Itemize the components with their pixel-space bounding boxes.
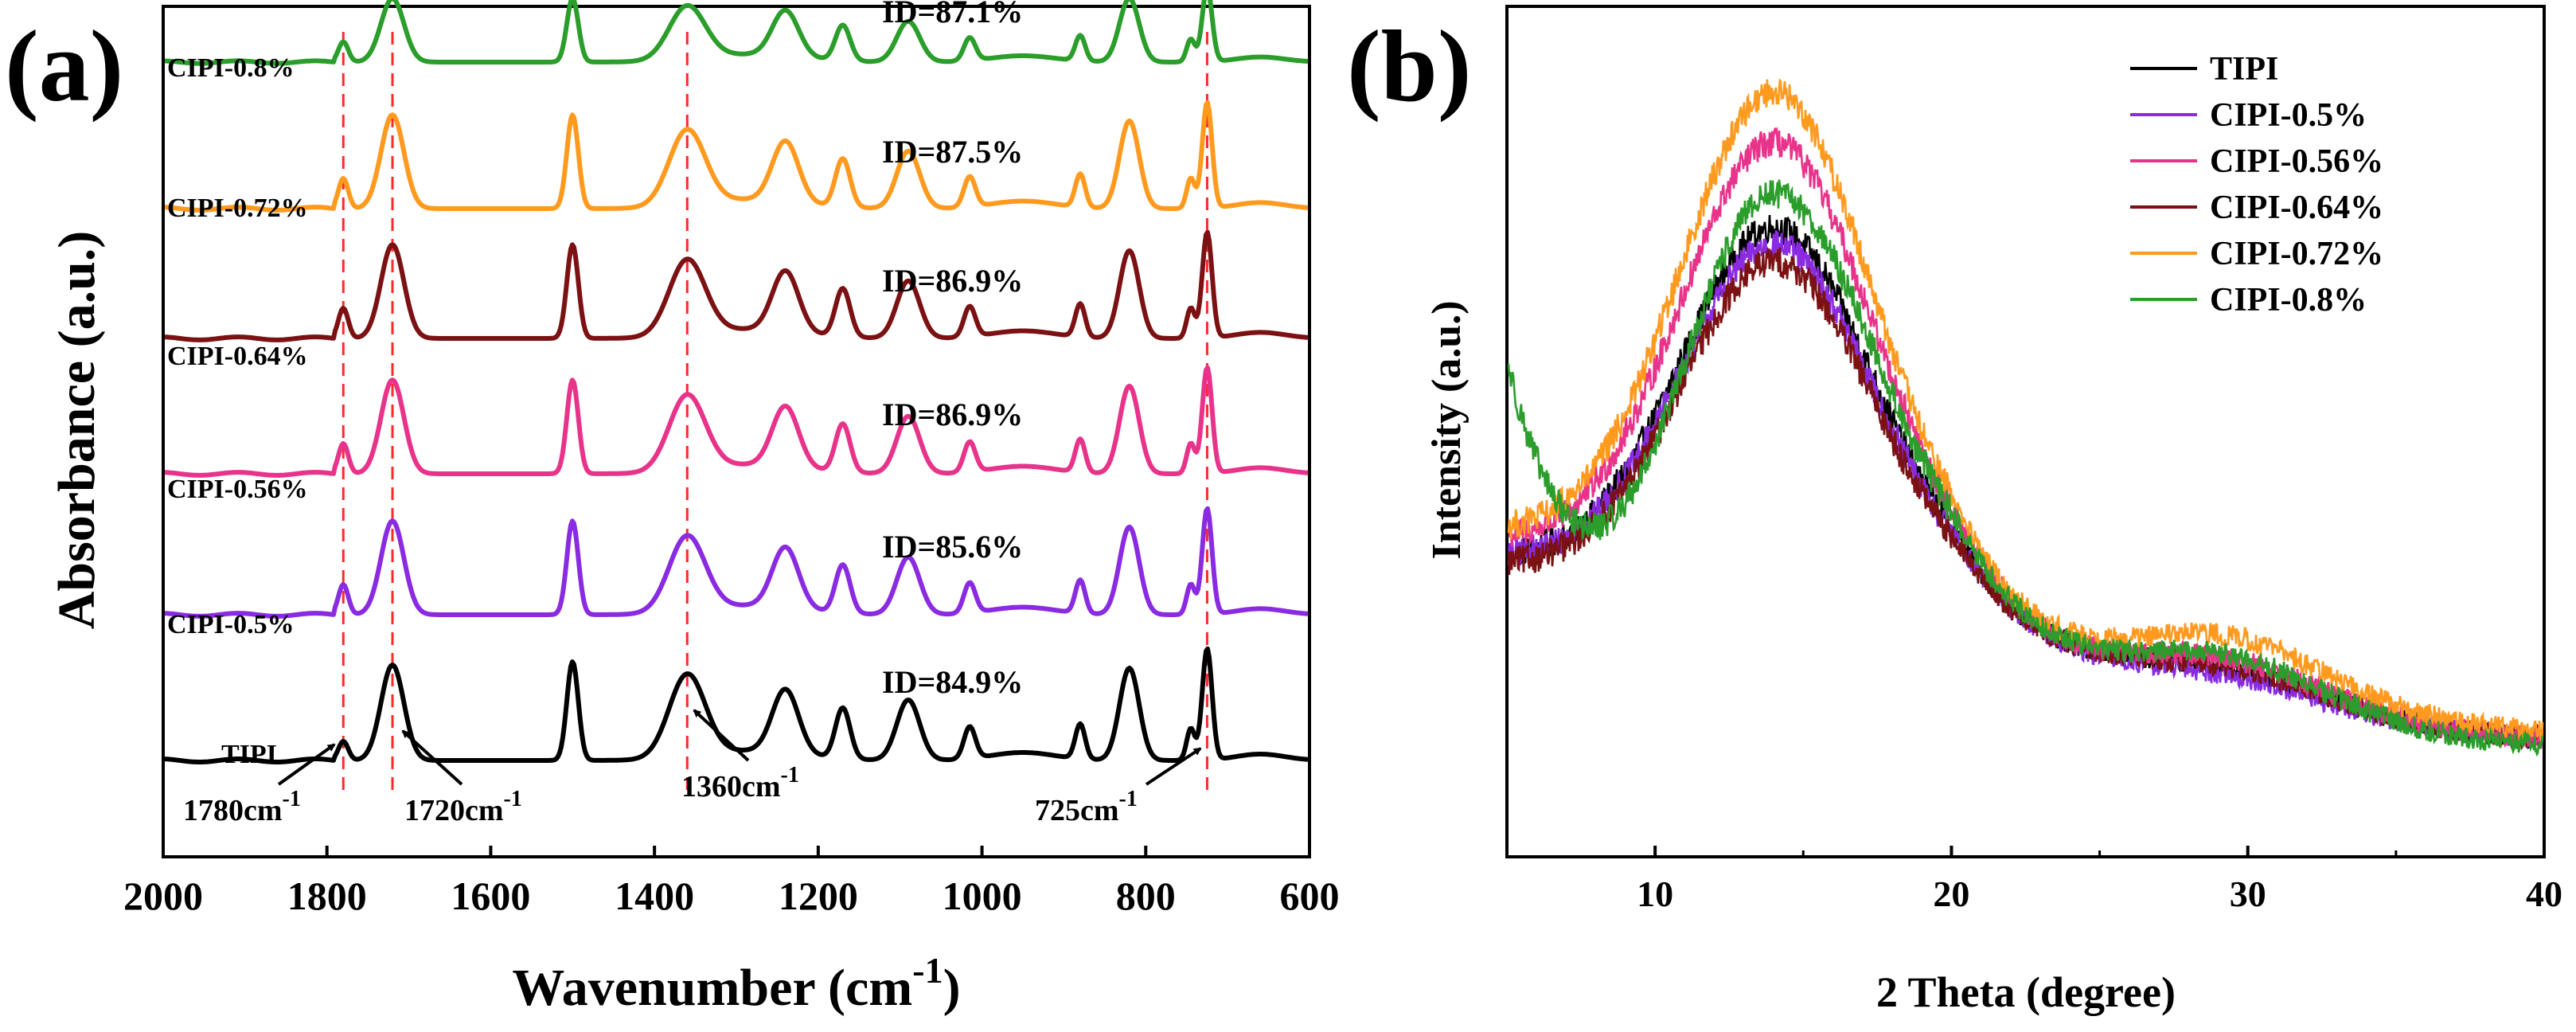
- annotation-arrow: [401, 729, 463, 786]
- id-label: ID=87.1%: [882, 0, 1023, 29]
- annotation-arrow: [693, 709, 750, 762]
- panel-b-x-tick-label: 40: [2526, 874, 2562, 914]
- spectrum-line: [164, 646, 1309, 764]
- panel-a-x-axis-title: Wavenumber (cm-1): [512, 950, 960, 1017]
- id-label: ID=86.9%: [882, 397, 1023, 432]
- annotation-arrow: [277, 743, 336, 786]
- series-label: CIPI-0.8%: [167, 53, 295, 83]
- legend-label: CIPI-0.5%: [2210, 97, 2367, 134]
- panel-b-y-axis-title: Intensity (a.u.): [1424, 300, 1469, 559]
- panel-b-x-tick-label: 20: [1933, 874, 1969, 914]
- peak-annotation: 1720cm-1: [404, 787, 522, 827]
- panel-a-peak-markers: [342, 32, 1208, 796]
- panel-b-series: [1507, 78, 2544, 757]
- panel-a-x-tick-label: 1800: [287, 874, 367, 918]
- panel-a-label: (a): [5, 10, 123, 123]
- xrd-line: [1508, 126, 2544, 749]
- xrd-line: [1507, 179, 2544, 757]
- panel-a-x-tick-label: 1000: [943, 874, 1022, 918]
- panel-a-x-tick-label: 800: [1116, 874, 1176, 918]
- panel-a-y-axis-title: Absorbance (a.u.): [48, 231, 106, 630]
- panel-a-x-tick-label: 1200: [779, 874, 858, 918]
- legend-label: CIPI-0.64%: [2210, 190, 2383, 226]
- legend-label: CIPI-0.72%: [2210, 236, 2383, 272]
- xrd-line: [1507, 78, 2544, 743]
- legend-label: TIPI: [2210, 51, 2278, 88]
- id-label: ID=85.6%: [882, 529, 1023, 565]
- panel-b-x-tick-label: 30: [2230, 874, 2266, 914]
- id-label: ID=84.9%: [882, 664, 1023, 700]
- panel-b-x-tick-label: 10: [1637, 874, 1673, 914]
- series-label: TIPI: [221, 740, 277, 769]
- panel-b-legend: TIPI CIPI-0.5% CIPI-0.56% CIPI-0.64% CIPI-0.…: [2130, 51, 2383, 319]
- panel-a-annotations: 1780cm-1 1720cm-1 1360cm-1 725cm-1: [183, 709, 1202, 827]
- panel-a-frame: [162, 5, 1311, 858]
- series-label: CIPI-0.56%: [167, 475, 308, 504]
- spectrum-line: [164, 506, 1309, 619]
- peak-annotation: 1360cm-1: [681, 763, 799, 803]
- panel-a-x-tick-label: 2000: [123, 874, 203, 918]
- panel-a-x-tick-label: 1600: [451, 874, 530, 918]
- annotation-arrow: [1145, 747, 1202, 786]
- legend-label: CIPI-0.8%: [2210, 282, 2367, 319]
- peak-annotation: 1780cm-1: [183, 787, 301, 827]
- id-label: ID=87.5%: [882, 134, 1023, 170]
- spectrum-line: [164, 365, 1309, 478]
- series-label: CIPI-0.5%: [167, 610, 295, 639]
- peak-annotation: 725cm-1: [1035, 787, 1138, 827]
- xrd-line: [1507, 246, 2544, 751]
- panel-b-frame: [1505, 5, 2546, 858]
- panel-a-x-tick-label: 600: [1280, 874, 1340, 918]
- series-label: CIPI-0.72%: [167, 194, 308, 223]
- panel-a-series: TIPI ID=84.9% CIPI-0.5% ID=85.6% CIPI-0.56% I…: [164, 0, 1309, 769]
- panel-a-x-ticks: 2000 1800 1600 1400 1200 1000 800 600: [123, 846, 1340, 918]
- panel-a-x-tick-label: 1400: [615, 874, 694, 918]
- series-label: CIPI-0.64%: [167, 342, 308, 371]
- panel-b-x-axis-title: 2 Theta (degree): [1876, 968, 2176, 1016]
- spectrum-line: [164, 0, 1309, 66]
- id-label: ID=86.9%: [882, 263, 1023, 299]
- xrd-line: [1507, 215, 2544, 749]
- spectrum-line: [164, 229, 1309, 342]
- panel-b-label: (b): [1347, 10, 1471, 123]
- spectrum-line: [164, 100, 1309, 213]
- panel-b-x-ticks: 10 20 30 40: [1637, 846, 2562, 914]
- legend-label: CIPI-0.56%: [2210, 143, 2383, 180]
